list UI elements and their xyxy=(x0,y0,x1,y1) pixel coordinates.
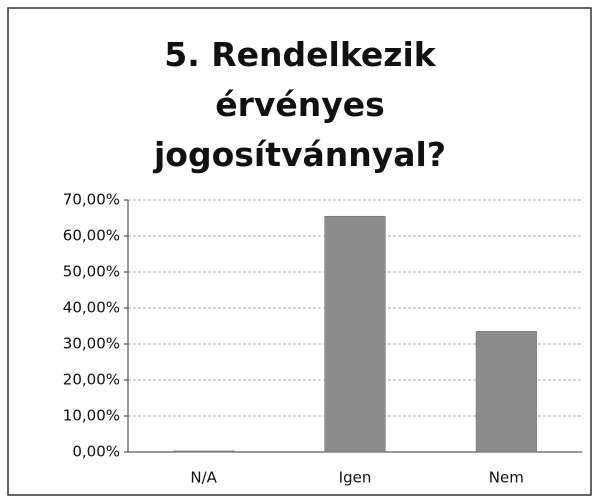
y-tick-label: 10,00% xyxy=(63,407,120,425)
y-tick-label: 0,00% xyxy=(72,443,120,461)
y-tick-label: 20,00% xyxy=(63,371,120,389)
chart-title: 5. Rendelkezik érvényes jogosítvánnyal? xyxy=(153,35,446,174)
bar xyxy=(173,450,235,453)
y-tick-label: 70,00% xyxy=(63,191,120,209)
y-tick-label: 50,00% xyxy=(63,263,120,281)
x-tick-label: N/A xyxy=(190,469,217,487)
y-tick-label: 30,00% xyxy=(63,335,120,353)
x-tick-label: Nem xyxy=(489,469,524,487)
x-tick-label: Igen xyxy=(339,469,372,487)
chart-border xyxy=(7,7,592,496)
y-tick-label: 40,00% xyxy=(63,299,120,317)
bar xyxy=(475,331,537,453)
y-tick-label: 60,00% xyxy=(63,227,120,245)
bar xyxy=(324,215,386,453)
